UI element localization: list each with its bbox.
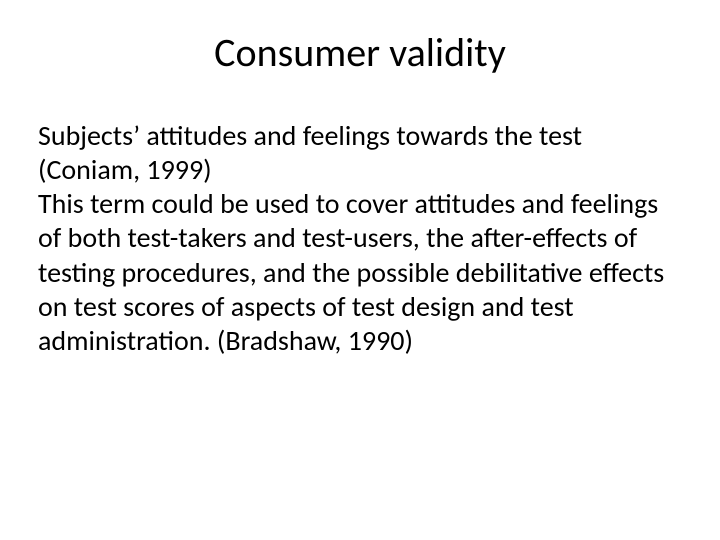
slide-body: Subjects’ attitudes and feelings towards…	[38, 119, 682, 358]
slide: Consumer validity Subjects’ attitudes an…	[0, 0, 720, 540]
slide-title: Consumer validity	[38, 28, 682, 77]
body-paragraph: Subjects’ attitudes and feelings towards…	[38, 119, 682, 187]
body-paragraph: This term could be used to cover attitud…	[38, 187, 682, 358]
